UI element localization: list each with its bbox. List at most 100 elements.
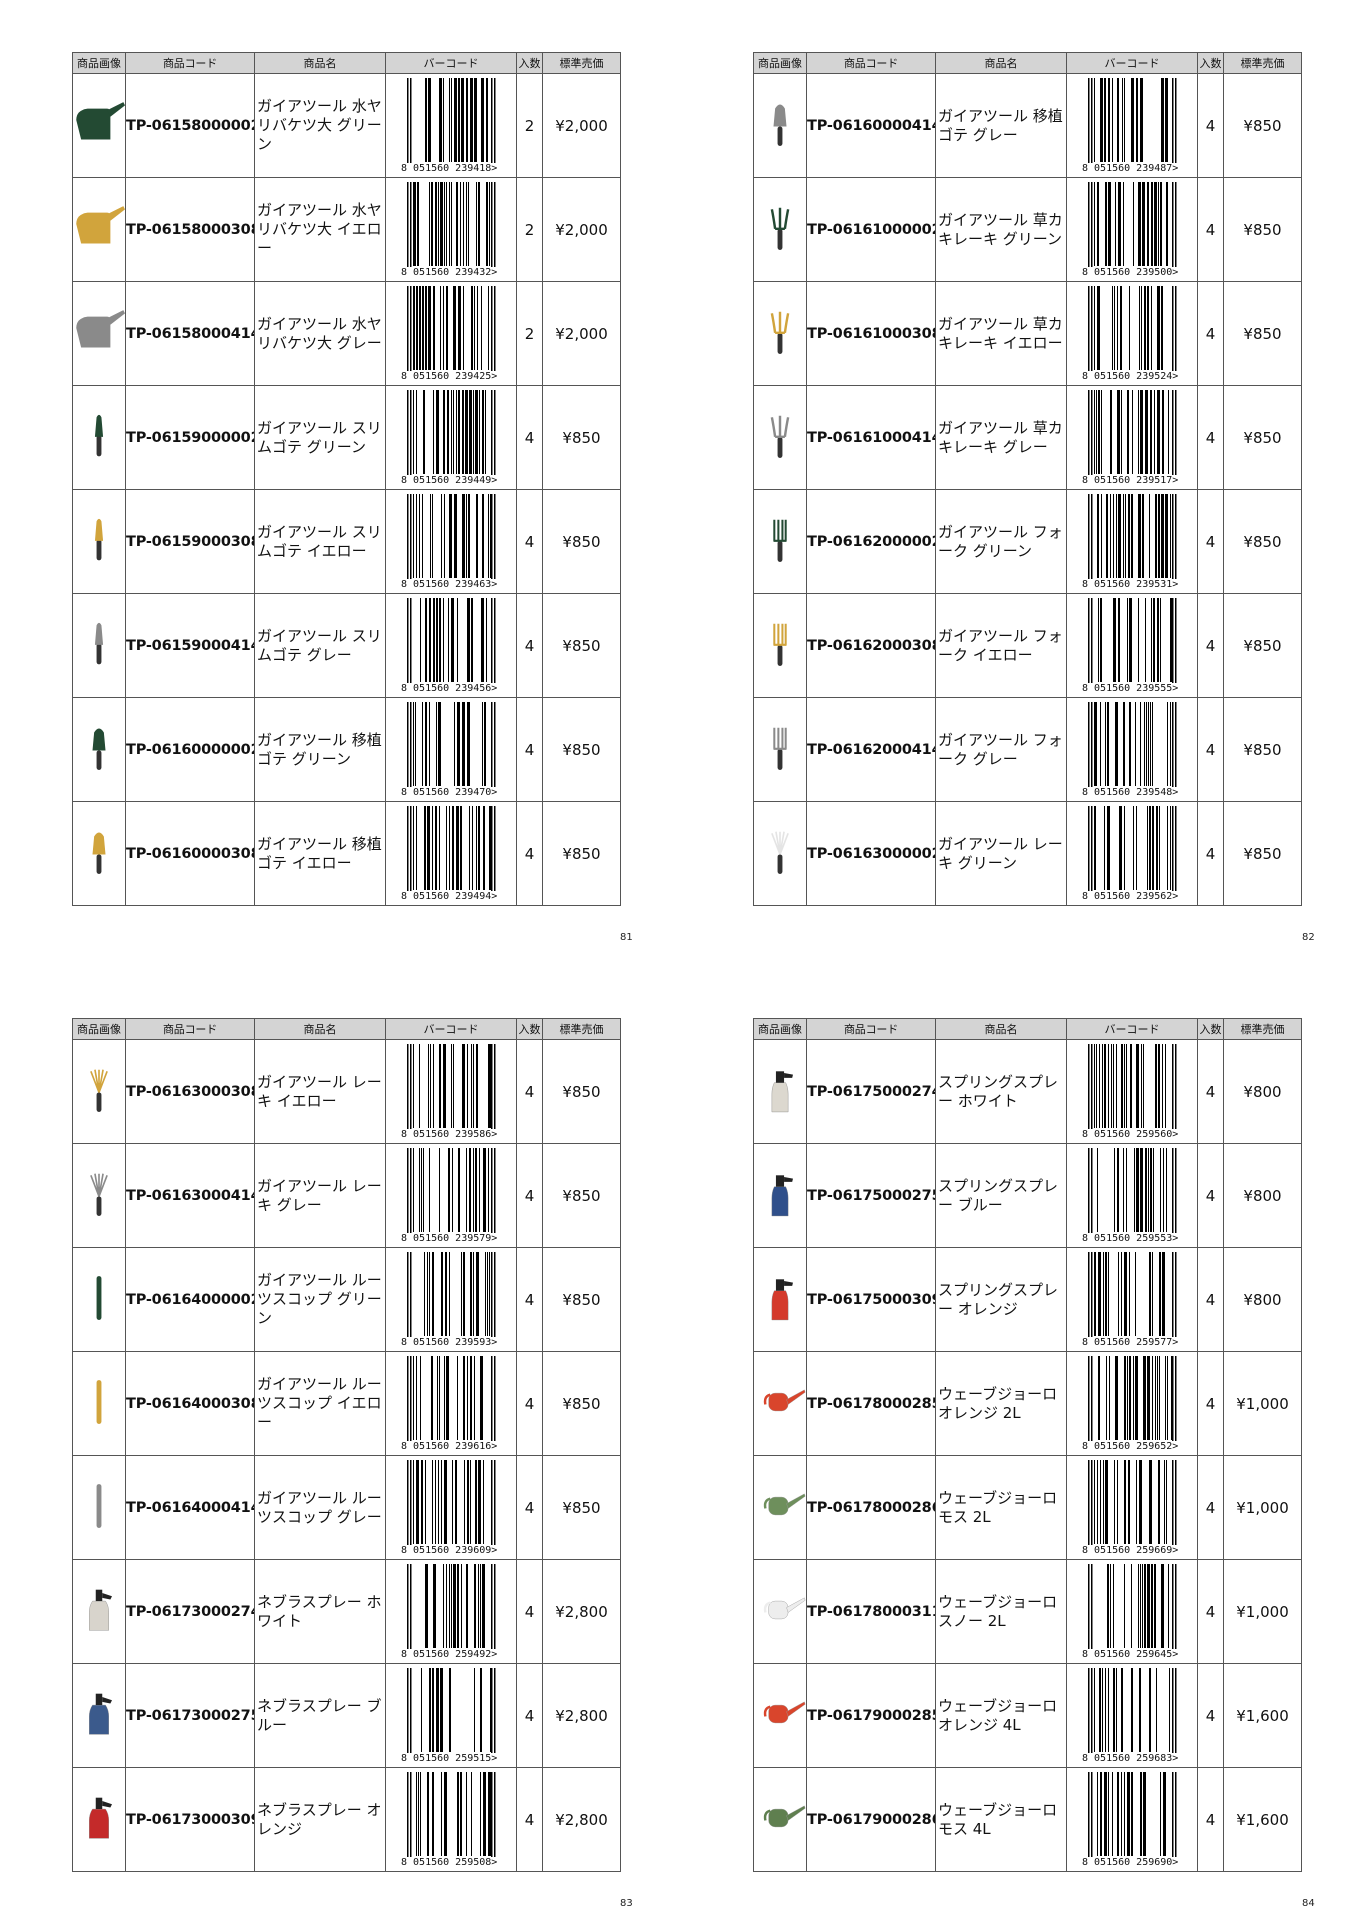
product-image xyxy=(72,1559,126,1664)
product-image xyxy=(72,385,126,490)
product-image xyxy=(753,1767,807,1872)
product-code-text: TP-06173000309 xyxy=(126,1811,254,1828)
barcode-number: 8 051560 239517> xyxy=(1082,474,1182,486)
barcode: 8 051560 239524> xyxy=(1082,285,1182,382)
product-image xyxy=(753,1039,807,1144)
product-code-text: TP-06158000308 xyxy=(126,221,254,238)
trowel-icon xyxy=(755,104,806,159)
barcode: 8 051560 239548> xyxy=(1082,701,1182,798)
barcode-number: 8 051560 239555> xyxy=(1082,682,1182,694)
barcode-number: 8 051560 239425> xyxy=(401,370,501,382)
barcode: 8 051560 259669> xyxy=(1082,1459,1182,1556)
table-row: TP-06178000285 ウェーブジョーロ オレンジ 2L 8 051560… xyxy=(753,1351,1302,1456)
product-code-text: TP-06173000275 xyxy=(126,1707,254,1724)
product-code-text: TP-06164000002 xyxy=(126,1291,254,1308)
table-row: TP-06159000414 ガイアツール スリムゴテ グレー 8 051560… xyxy=(72,593,621,698)
product-name: ガイアツール スリムゴテ イエロー xyxy=(254,489,386,594)
header-image: 商品画像 xyxy=(753,1018,807,1040)
product-name: ウェーブジョーロ オレンジ 4L xyxy=(935,1663,1067,1768)
product-code-text: TP-06178000311 xyxy=(807,1603,935,1620)
barcode-cell: 8 051560 259560> xyxy=(1066,1039,1198,1144)
product-name: ウェーブジョーロ スノー 2L xyxy=(935,1559,1067,1664)
pack-quantity: 4 xyxy=(516,489,543,594)
barcode: 8 051560 259577> xyxy=(1082,1251,1182,1348)
barcode-number: 8 051560 239586> xyxy=(401,1128,501,1140)
product-image xyxy=(753,1559,807,1664)
product-code: TP-06158000308 xyxy=(125,177,255,282)
header-row: 商品画像 商品コード 商品名 バーコード 入数 標準売価 xyxy=(753,1018,1302,1040)
table-row: TP-06163000414 ガイアツール レーキ グレー 8 051560 2… xyxy=(72,1143,621,1248)
standard-price: ¥850 xyxy=(1223,385,1302,490)
product-name: ガイアツール 水ヤリバケツ大 グレー xyxy=(254,281,386,386)
barcode: 8 051560 239449> xyxy=(401,389,501,486)
standard-price: ¥1,600 xyxy=(1223,1663,1302,1768)
barcode-number: 8 051560 239524> xyxy=(1082,370,1182,382)
barcode-number: 8 051560 259669> xyxy=(1082,1544,1182,1556)
pack-quantity: 4 xyxy=(1197,593,1224,698)
barcode: 8 051560 259508> xyxy=(401,1771,501,1868)
barcode-number: 8 051560 259553> xyxy=(1082,1232,1182,1244)
product-code: TP-06178000285 xyxy=(806,1351,936,1456)
pack-quantity: 4 xyxy=(516,1039,543,1144)
pack-quantity: 4 xyxy=(516,1455,543,1560)
barcode-number: 8 051560 259652> xyxy=(1082,1440,1182,1452)
product-code-text: TP-06175000274 xyxy=(807,1083,935,1100)
barcode: 8 051560 239609> xyxy=(401,1459,501,1556)
table-row: TP-06162000002 ガイアツール フォーク グリーン 8 051560… xyxy=(753,489,1302,594)
table-row: TP-06179000285 ウェーブジョーロ オレンジ 4L 8 051560… xyxy=(753,1663,1302,1768)
trowel-icon xyxy=(74,832,125,887)
product-name: ガイアツール 草カキレーキ グリーン xyxy=(935,177,1067,282)
barcode-cell: 8 051560 239494> xyxy=(385,801,517,906)
product-code: TP-06162000414 xyxy=(806,697,936,802)
product-code: TP-06164000002 xyxy=(125,1247,255,1352)
standard-price: ¥800 xyxy=(1223,1039,1302,1144)
barcode-cell: 8 051560 239463> xyxy=(385,489,517,594)
standard-price: ¥850 xyxy=(542,489,621,594)
standard-price: ¥1,000 xyxy=(1223,1455,1302,1560)
barcode-cell: 8 051560 239609> xyxy=(385,1455,517,1560)
product-image xyxy=(72,1247,126,1352)
header-name: 商品名 xyxy=(935,1018,1067,1040)
barcode: 8 051560 259560> xyxy=(1082,1043,1182,1140)
barcode: 8 051560 239517> xyxy=(1082,389,1182,486)
pressure-sprayer-icon xyxy=(74,1693,125,1749)
barcode: 8 051560 239616> xyxy=(401,1355,501,1452)
trowel-icon xyxy=(74,728,125,783)
barcode-number: 8 051560 239609> xyxy=(401,1544,501,1556)
barcode-cell: 8 051560 239555> xyxy=(1066,593,1198,698)
pack-quantity: 4 xyxy=(1197,1039,1224,1144)
product-name: ネブラスプレー オレンジ xyxy=(254,1767,386,1872)
barcode: 8 051560 259683> xyxy=(1082,1667,1182,1764)
table-row: TP-06163000308 ガイアツール レーキ イエロー 8 051560 … xyxy=(72,1039,621,1144)
pack-quantity: 4 xyxy=(1197,1247,1224,1352)
product-code: TP-06175000274 xyxy=(806,1039,936,1144)
product-code: TP-06173000275 xyxy=(125,1663,255,1768)
product-code-text: TP-06163000308 xyxy=(126,1083,254,1100)
header-price: 標準売価 xyxy=(542,52,621,74)
spray-bottle-icon xyxy=(755,1174,806,1229)
pack-quantity: 4 xyxy=(516,697,543,802)
header-row: 商品画像 商品コード 商品名 バーコード 入数 標準売価 xyxy=(72,52,621,74)
table-row: TP-06178000311 ウェーブジョーロ スノー 2L 8 051560 … xyxy=(753,1559,1302,1664)
product-code-text: TP-06163000002 xyxy=(807,845,935,862)
product-name: ガイアツール ルーツスコップ グレー xyxy=(254,1455,386,1560)
barcode: 8 051560 239425> xyxy=(401,285,501,382)
product-code: TP-06179000285 xyxy=(806,1663,936,1768)
product-name: ガイアツール 草カキレーキ グレー xyxy=(935,385,1067,490)
pack-quantity: 4 xyxy=(1197,73,1224,178)
product-table: 商品画像 商品コード 商品名 バーコード 入数 標準売価 TP-06160000414 ガ… xyxy=(753,52,1302,906)
standard-price: ¥2,000 xyxy=(542,177,621,282)
product-name: ネブラスプレー ブルー xyxy=(254,1663,386,1768)
product-code-text: TP-06162000308 xyxy=(807,637,935,654)
barcode: 8 051560 239456> xyxy=(401,597,501,694)
barcode: 8 051560 239579> xyxy=(401,1147,501,1244)
barcode-cell: 8 051560 239579> xyxy=(385,1143,517,1248)
barcode: 8 051560 259645> xyxy=(1082,1563,1182,1660)
header-price: 標準売価 xyxy=(1223,52,1302,74)
barcode-number: 8 051560 239593> xyxy=(401,1336,501,1348)
watering-can-icon xyxy=(74,101,125,159)
header-code: 商品コード xyxy=(806,1018,936,1040)
page-number: 82 xyxy=(1302,932,1315,943)
pack-quantity: 4 xyxy=(1197,1663,1224,1768)
table-row: TP-06159000002 ガイアツール スリムゴテ グリーン 8 05156… xyxy=(72,385,621,490)
